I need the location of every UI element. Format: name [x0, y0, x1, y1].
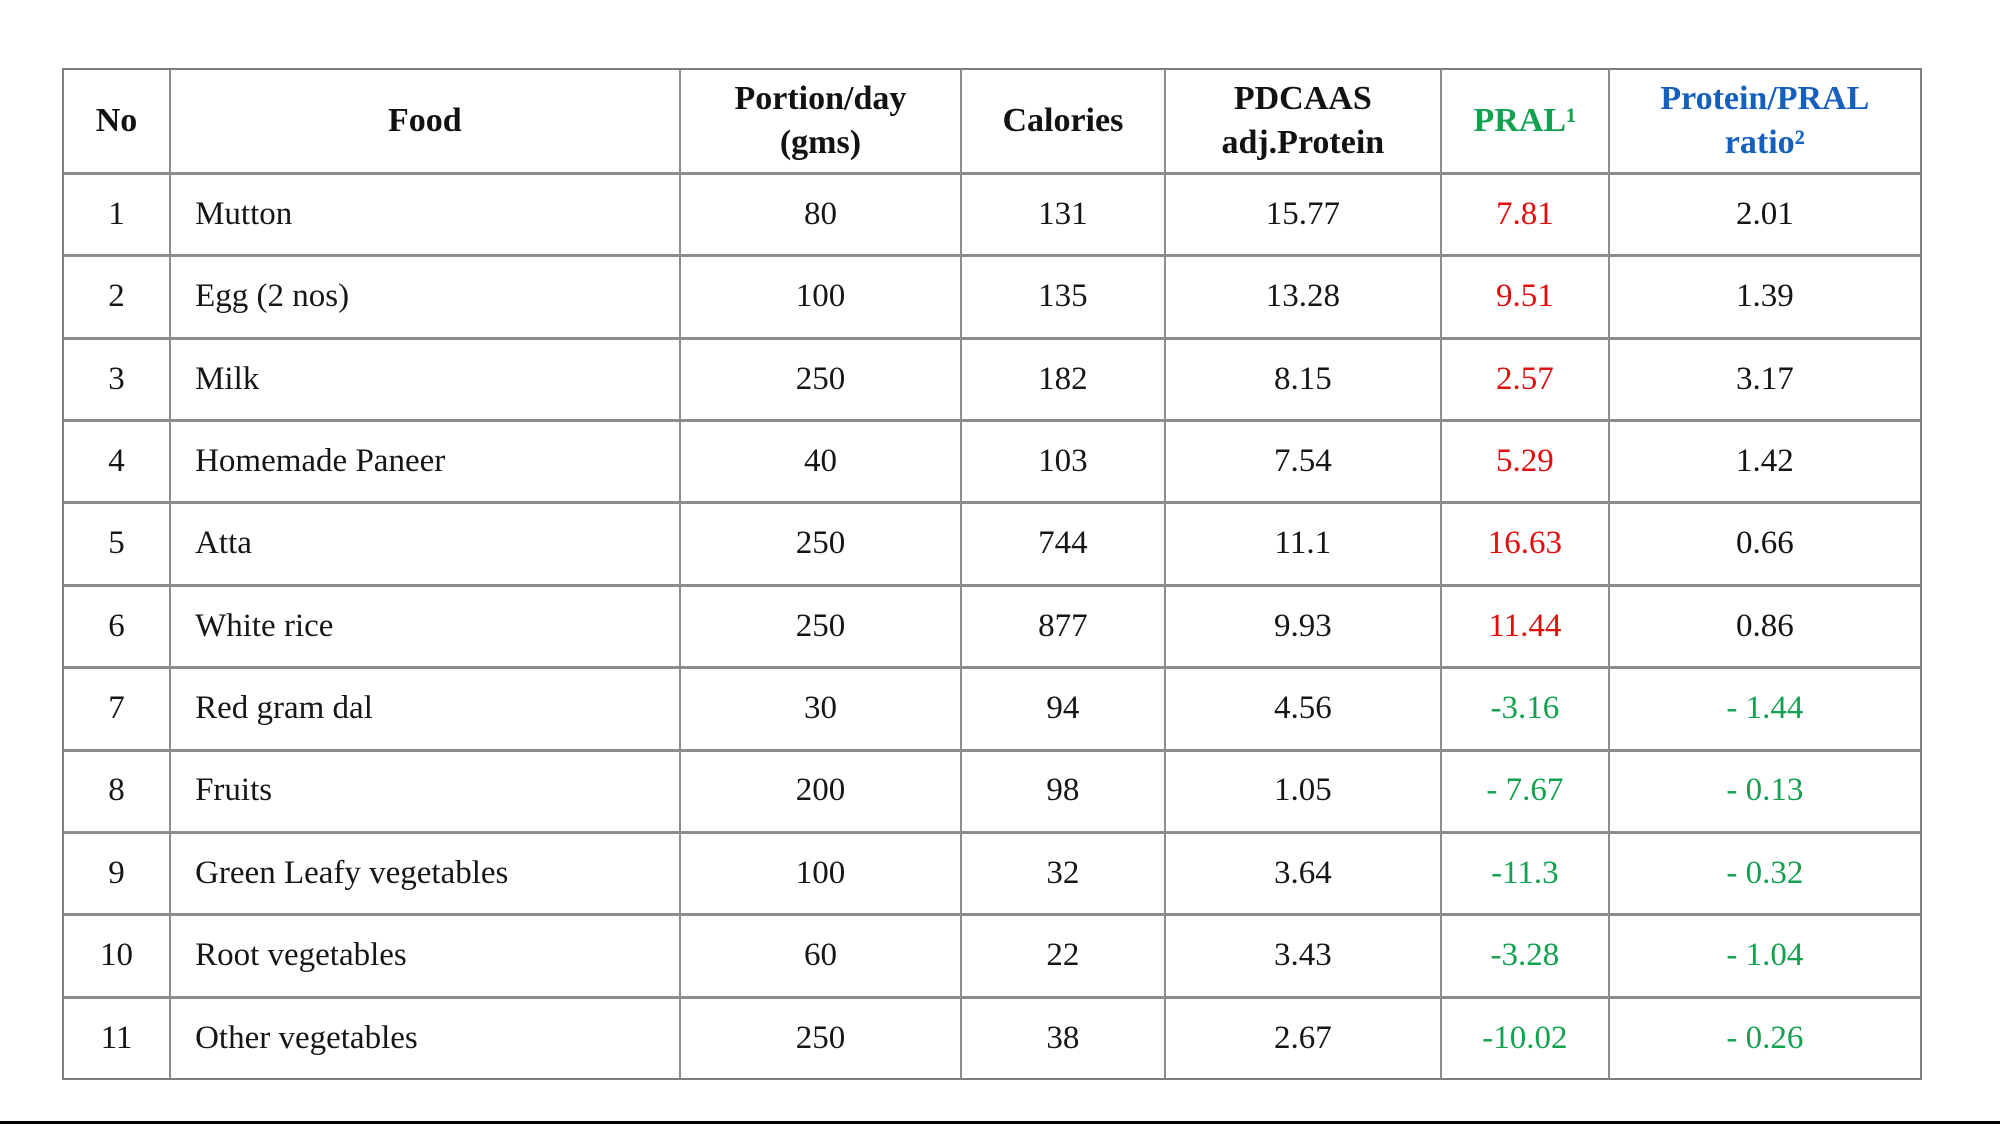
table-cell-portion: 80: [680, 175, 961, 255]
table-cell-calories: 877: [962, 586, 1164, 667]
table-cell-calories: 94: [962, 669, 1164, 749]
table-cell-portion: 200: [680, 751, 961, 831]
table-cell-portion: 30: [680, 669, 961, 749]
table-cell-pral: 7.81: [1442, 175, 1608, 255]
table-cell-protein: 2.67: [1165, 998, 1441, 1078]
table-cell-portion: 100: [680, 833, 961, 914]
table-cell-ratio: 3.17: [1609, 339, 1920, 420]
table-cell-pral: 16.63: [1442, 504, 1608, 584]
table-cell-calories: 744: [962, 504, 1164, 584]
table-cell-no: 1: [64, 175, 170, 255]
table-cell-ratio: - 1.04: [1609, 916, 1920, 996]
table-cell-portion: 250: [680, 504, 961, 584]
table-cell-calories: 103: [962, 422, 1164, 502]
table-cell-no: 5: [64, 504, 170, 584]
table-cell-pral: 11.44: [1442, 586, 1608, 667]
table-cell-no: 7: [64, 669, 170, 749]
table-cell-food: Egg (2 nos): [171, 257, 679, 337]
table-cell-no: 4: [64, 422, 170, 502]
table-cell-calories: 182: [962, 339, 1164, 420]
column-header-pral: PRAL¹: [1442, 70, 1608, 172]
table-cell-protein: 3.43: [1165, 916, 1441, 996]
table-cell-no: 6: [64, 586, 170, 667]
table-cell-calories: 22: [962, 916, 1164, 996]
column-header-no: No: [64, 70, 170, 172]
table-cell-calories: 32: [962, 833, 1164, 914]
table-cell-calories: 98: [962, 751, 1164, 831]
table-cell-no: 10: [64, 916, 170, 996]
table-cell-ratio: - 0.32: [1609, 833, 1920, 914]
table-cell-pral: 2.57: [1442, 339, 1608, 420]
table-cell-portion: 100: [680, 257, 961, 337]
table-cell-food: Homemade Paneer: [171, 422, 679, 502]
table-cell-calories: 135: [962, 257, 1164, 337]
table-cell-calories: 131: [962, 175, 1164, 255]
table-cell-portion: 40: [680, 422, 961, 502]
table-cell-food: Mutton: [171, 175, 679, 255]
table-cell-protein: 7.54: [1165, 422, 1441, 502]
table-cell-ratio: - 0.13: [1609, 751, 1920, 831]
table-cell-ratio: 0.86: [1609, 586, 1920, 667]
column-header-protein: PDCAAS adj.Protein: [1165, 70, 1441, 172]
table-cell-protein: 8.15: [1165, 339, 1441, 420]
table-cell-no: 8: [64, 751, 170, 831]
bottom-divider: [0, 1121, 2000, 1124]
table-cell-food: Root vegetables: [171, 916, 679, 996]
table-cell-pral: -3.28: [1442, 916, 1608, 996]
table-cell-no: 2: [64, 257, 170, 337]
table-cell-food: Milk: [171, 339, 679, 420]
table-cell-food: Green Leafy vegetables: [171, 833, 679, 914]
table-cell-protein: 15.77: [1165, 175, 1441, 255]
table-cell-pral: 9.51: [1442, 257, 1608, 337]
table-cell-ratio: - 0.26: [1609, 998, 1920, 1078]
table-cell-calories: 38: [962, 998, 1164, 1078]
table-cell-food: White rice: [171, 586, 679, 667]
table-cell-protein: 11.1: [1165, 504, 1441, 584]
table-cell-pral: -10.02: [1442, 998, 1608, 1078]
table-cell-pral: -3.16: [1442, 669, 1608, 749]
table-cell-ratio: 1.39: [1609, 257, 1920, 337]
food-pral-table: No Food Portion/day (gms) Calories PDCAAS ad…: [62, 68, 1922, 1080]
table-cell-portion: 250: [680, 998, 961, 1078]
table-cell-no: 9: [64, 833, 170, 914]
table-cell-portion: 250: [680, 586, 961, 667]
column-header-food: Food: [171, 70, 679, 172]
table-cell-no: 11: [64, 998, 170, 1078]
table-cell-food: Atta: [171, 504, 679, 584]
table-cell-pral: - 7.67: [1442, 751, 1608, 831]
table-cell-protein: 13.28: [1165, 257, 1441, 337]
table-cell-protein: 4.56: [1165, 669, 1441, 749]
table-cell-protein: 1.05: [1165, 751, 1441, 831]
table-cell-protein: 3.64: [1165, 833, 1441, 914]
column-header-portion: Portion/day (gms): [680, 70, 961, 172]
table-cell-food: Red gram dal: [171, 669, 679, 749]
table-cell-protein: 9.93: [1165, 586, 1441, 667]
table-cell-ratio: 2.01: [1609, 175, 1920, 255]
table-cell-food: Fruits: [171, 751, 679, 831]
table-cell-ratio: - 1.44: [1609, 669, 1920, 749]
table-cell-food: Other vegetables: [171, 998, 679, 1078]
table-cell-pral: -11.3: [1442, 833, 1608, 914]
table-cell-portion: 250: [680, 339, 961, 420]
table-cell-portion: 60: [680, 916, 961, 996]
table-cell-no: 3: [64, 339, 170, 420]
table-cell-ratio: 1.42: [1609, 422, 1920, 502]
column-header-ratio: Protein/PRAL ratio²: [1609, 70, 1920, 172]
column-header-calories: Calories: [962, 70, 1164, 172]
table-cell-ratio: 0.66: [1609, 504, 1920, 584]
table-cell-pral: 5.29: [1442, 422, 1608, 502]
